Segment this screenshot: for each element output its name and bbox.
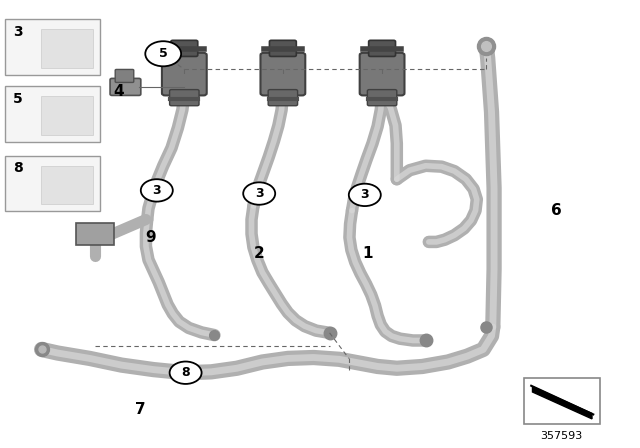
- Text: 5: 5: [13, 92, 22, 106]
- Text: 3: 3: [255, 187, 264, 200]
- FancyBboxPatch shape: [171, 40, 198, 56]
- Circle shape: [349, 184, 381, 206]
- Text: 3: 3: [13, 25, 22, 39]
- FancyBboxPatch shape: [162, 53, 207, 95]
- FancyBboxPatch shape: [5, 156, 100, 211]
- FancyBboxPatch shape: [269, 40, 296, 56]
- Circle shape: [170, 362, 202, 384]
- FancyBboxPatch shape: [367, 90, 397, 106]
- Text: 6: 6: [552, 203, 562, 218]
- Text: 8: 8: [13, 161, 22, 175]
- FancyBboxPatch shape: [110, 78, 141, 95]
- Circle shape: [141, 179, 173, 202]
- FancyBboxPatch shape: [524, 378, 600, 424]
- Text: 4: 4: [113, 84, 124, 99]
- FancyBboxPatch shape: [5, 19, 100, 75]
- Text: 1: 1: [363, 246, 373, 261]
- Text: 8: 8: [181, 366, 190, 379]
- FancyBboxPatch shape: [115, 69, 134, 82]
- Text: 5: 5: [159, 47, 168, 60]
- FancyBboxPatch shape: [5, 86, 100, 142]
- FancyBboxPatch shape: [360, 53, 404, 95]
- FancyBboxPatch shape: [170, 90, 199, 106]
- Circle shape: [145, 41, 181, 66]
- Text: 357593: 357593: [540, 431, 583, 441]
- FancyBboxPatch shape: [41, 96, 93, 135]
- FancyBboxPatch shape: [260, 53, 305, 95]
- Text: 7: 7: [136, 402, 146, 418]
- Text: 3: 3: [360, 188, 369, 202]
- Text: 2: 2: [254, 246, 264, 261]
- FancyBboxPatch shape: [76, 223, 114, 245]
- FancyBboxPatch shape: [369, 40, 396, 56]
- FancyBboxPatch shape: [41, 166, 93, 204]
- Text: 9: 9: [145, 230, 156, 245]
- FancyBboxPatch shape: [41, 29, 93, 68]
- Circle shape: [243, 182, 275, 205]
- Text: 3: 3: [152, 184, 161, 197]
- FancyBboxPatch shape: [268, 90, 298, 106]
- Polygon shape: [532, 387, 592, 419]
